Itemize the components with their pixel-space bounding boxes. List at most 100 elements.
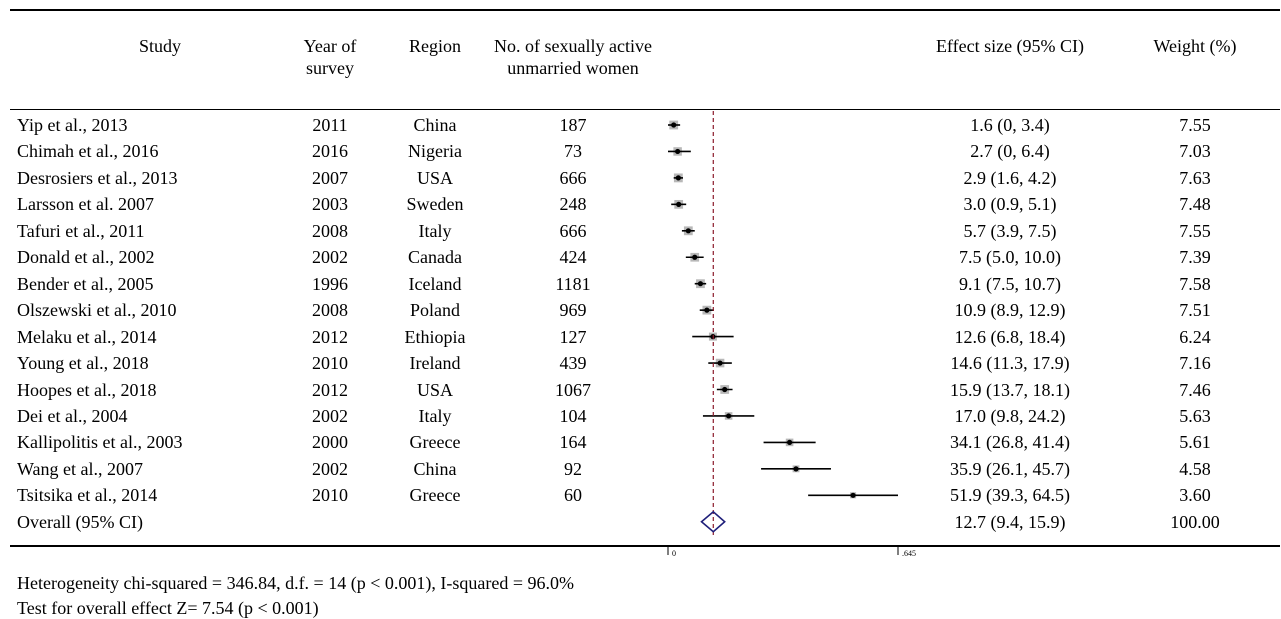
weight-box bbox=[673, 173, 683, 183]
effect-size-cell: 17.0 (9.8, 24.2) bbox=[954, 405, 1066, 426]
region-cell: USA bbox=[416, 167, 453, 188]
weight-cell: 7.51 bbox=[1179, 300, 1211, 321]
weight-box bbox=[673, 147, 682, 156]
effect-size-cell: 34.1 (26.8, 41.4) bbox=[950, 432, 1070, 453]
study-name: Hoopes et al., 2018 bbox=[17, 379, 157, 400]
header-rule bbox=[10, 109, 1280, 110]
effect-size-cell: 10.9 (8.9, 12.9) bbox=[954, 300, 1066, 321]
point-estimate bbox=[717, 360, 723, 366]
weight-cell: 7.16 bbox=[1179, 353, 1211, 374]
overall-study-name: Overall (95% CI) bbox=[17, 511, 143, 532]
weight-cell: 7.46 bbox=[1179, 379, 1211, 400]
weight-box bbox=[708, 332, 717, 341]
point-estimate bbox=[726, 413, 732, 419]
weight-cell: 6.24 bbox=[1179, 326, 1211, 347]
point-estimate bbox=[685, 228, 691, 234]
point-estimate bbox=[710, 334, 716, 340]
year-cell: 1996 bbox=[312, 273, 348, 294]
year-cell: 2016 bbox=[312, 141, 348, 162]
header-region: Region bbox=[409, 36, 461, 56]
weight-box bbox=[715, 358, 725, 368]
weight-cell: 7.39 bbox=[1179, 247, 1211, 268]
study-name: Young et al., 2018 bbox=[17, 353, 149, 374]
n-cell: 127 bbox=[559, 326, 587, 347]
effect-size-cell: 2.7 (0, 6.4) bbox=[970, 141, 1050, 162]
year-cell: 2012 bbox=[312, 379, 348, 400]
year-cell: 2002 bbox=[312, 247, 348, 268]
study-name: Bender et al., 2005 bbox=[17, 273, 154, 294]
point-estimate bbox=[850, 492, 856, 498]
point-estimate bbox=[671, 122, 677, 128]
effect-size-cell: 5.7 (3.9, 7.5) bbox=[963, 220, 1057, 241]
n-cell: 1181 bbox=[555, 273, 591, 294]
effect-size-cell: 12.6 (6.8, 18.4) bbox=[954, 326, 1066, 347]
n-cell: 666 bbox=[559, 167, 587, 188]
study-name: Tsitsika et al., 2014 bbox=[17, 485, 158, 506]
study-name: Chimah et al., 2016 bbox=[17, 141, 159, 162]
study-name: Donald et al., 2002 bbox=[17, 247, 155, 268]
region-cell: Ethiopia bbox=[404, 326, 466, 347]
n-cell: 969 bbox=[559, 300, 587, 321]
overall-test-note: Test for overall effect Z= 7.54 (p < 0.0… bbox=[17, 598, 319, 618]
n-cell: 439 bbox=[559, 353, 587, 374]
weight-box bbox=[850, 492, 857, 499]
point-estimate bbox=[786, 439, 793, 445]
n-cell: 73 bbox=[564, 141, 582, 162]
n-cell: 1067 bbox=[555, 379, 591, 400]
region-cell: Canada bbox=[408, 247, 462, 268]
year-cell: 2002 bbox=[312, 458, 348, 479]
weight-box bbox=[785, 438, 794, 447]
year-cell: 2010 bbox=[312, 353, 348, 374]
study-name: Desrosiers et al., 2013 bbox=[17, 167, 178, 188]
study-name: Wang et al., 2007 bbox=[17, 458, 144, 479]
overall-weight-cell: 100.00 bbox=[1170, 511, 1220, 532]
effect-size-cell: 15.9 (13.7, 18.1) bbox=[950, 379, 1070, 400]
weight-box bbox=[683, 226, 693, 236]
weight-box bbox=[696, 279, 705, 289]
heterogeneity-note: Heterogeneity chi-squared = 346.84, d.f.… bbox=[17, 573, 574, 593]
weight-box bbox=[674, 199, 684, 209]
weight-box bbox=[792, 465, 800, 473]
study-name: Dei et al., 2004 bbox=[17, 405, 128, 426]
point-estimate bbox=[675, 148, 681, 155]
study-name: Olszewski et al., 2010 bbox=[17, 300, 177, 321]
weight-cell: 5.61 bbox=[1179, 432, 1211, 453]
point-estimate bbox=[697, 281, 704, 287]
weight-cell: 7.55 bbox=[1179, 115, 1211, 135]
weight-cell: 7.48 bbox=[1179, 194, 1211, 215]
header-effect-size: Effect size (95% CI) bbox=[935, 36, 1085, 56]
weight-box bbox=[690, 252, 700, 262]
weight-box bbox=[669, 120, 679, 130]
n-cell: 248 bbox=[559, 194, 587, 215]
year-cell: 2012 bbox=[312, 326, 348, 347]
n-cell: 164 bbox=[559, 432, 587, 453]
effect-size-cell: 2.9 (1.6, 4.2) bbox=[963, 167, 1057, 188]
weight-cell: 4.58 bbox=[1179, 458, 1211, 479]
weight-cell: 7.55 bbox=[1179, 220, 1211, 241]
header-year: Year of survey bbox=[303, 36, 357, 78]
axis-tick-label: 0 bbox=[672, 549, 676, 558]
weight-cell: 5.63 bbox=[1179, 405, 1211, 426]
weight-box bbox=[724, 412, 733, 420]
region-cell: Ireland bbox=[409, 353, 461, 374]
year-cell: 2000 bbox=[312, 432, 348, 453]
n-cell: 104 bbox=[559, 405, 587, 426]
effect-size-cell: 3.0 (0.9, 5.1) bbox=[963, 194, 1057, 215]
n-cell: 424 bbox=[559, 247, 587, 268]
n-cell: 92 bbox=[564, 458, 582, 479]
region-cell: Poland bbox=[409, 300, 460, 321]
region-cell: China bbox=[413, 115, 457, 135]
point-estimate bbox=[704, 307, 710, 313]
year-cell: 2008 bbox=[312, 300, 348, 321]
region-cell: Sweden bbox=[406, 194, 464, 215]
study-name: Yip et al., 2013 bbox=[17, 115, 128, 135]
region-cell: Nigeria bbox=[408, 141, 462, 162]
year-cell: 2011 bbox=[312, 115, 348, 135]
header-weight: Weight (%) bbox=[1153, 36, 1237, 56]
overall-effect-size-cell: 12.7 (9.4, 15.9) bbox=[954, 511, 1066, 532]
point-estimate bbox=[692, 254, 698, 260]
header-study: Study bbox=[138, 36, 181, 56]
point-estimate bbox=[722, 386, 728, 393]
study-name: Kallipolitis et al., 2003 bbox=[17, 432, 183, 453]
effect-size-cell: 7.5 (5.0, 10.0) bbox=[959, 247, 1061, 268]
